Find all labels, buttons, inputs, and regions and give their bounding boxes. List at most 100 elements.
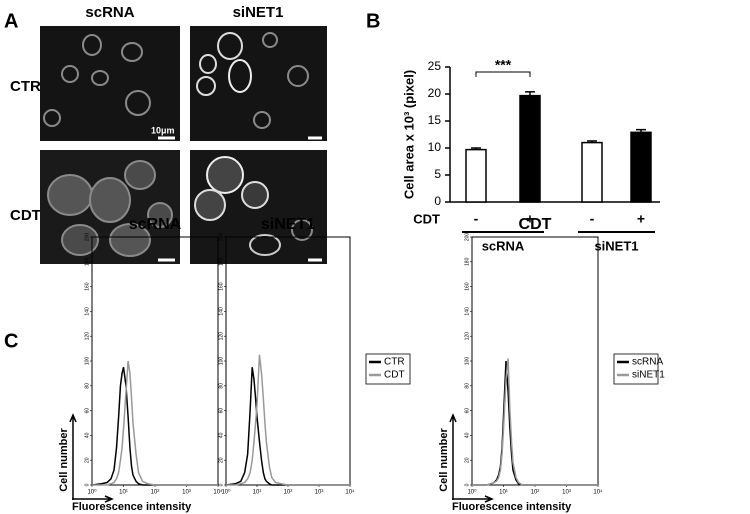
x-axis-label: CDT bbox=[413, 211, 440, 226]
x-tick-label: 10¹ bbox=[499, 490, 508, 496]
y-tick-label: 0 bbox=[84, 483, 90, 486]
panel-label: B bbox=[366, 10, 380, 32]
significance-bracket bbox=[475, 71, 531, 77]
x-tick-label: + bbox=[526, 211, 534, 227]
y-tick-label: 10 bbox=[428, 140, 442, 154]
plot-frame bbox=[471, 236, 599, 486]
y-tick-label: 160 bbox=[218, 282, 224, 291]
histogram-line bbox=[225, 367, 350, 486]
y-axis-label: Cell area x 10³ (pixel) bbox=[401, 70, 416, 199]
x-tick-label: 10² bbox=[531, 490, 540, 496]
y-axis-arrow bbox=[69, 413, 77, 500]
group-label: scRNA bbox=[482, 238, 525, 253]
scale-bar-label: 10μm bbox=[151, 125, 175, 135]
histogram-line bbox=[91, 367, 218, 486]
legend-box bbox=[365, 353, 411, 385]
y-tick-label: 200 bbox=[84, 233, 90, 242]
y-tick-label: 120 bbox=[84, 332, 90, 341]
x-tick-label: 10³ bbox=[182, 490, 191, 496]
y-tick-label: 40 bbox=[464, 432, 470, 438]
x-tick-label: 10¹ bbox=[119, 490, 128, 496]
legend-label: CDT bbox=[384, 370, 405, 381]
y-tick-label: 15 bbox=[428, 113, 442, 127]
x-tick-label: 10³ bbox=[562, 490, 571, 496]
x-tick-label: - bbox=[590, 211, 595, 227]
y-tick-label: 80 bbox=[464, 383, 470, 389]
y-tick-label: 20 bbox=[464, 457, 470, 463]
histogram-line bbox=[92, 360, 218, 486]
y-tick-label: 20 bbox=[84, 457, 90, 463]
chart-title: CDT bbox=[519, 216, 552, 233]
image bbox=[190, 26, 327, 141]
x-tick-label: 10⁰ bbox=[221, 489, 231, 496]
y-tick-label: 40 bbox=[218, 432, 224, 438]
y-tick-label: 60 bbox=[84, 408, 90, 414]
significance-label: *** bbox=[495, 57, 512, 73]
y-tick-label: 100 bbox=[84, 357, 90, 366]
y-tick-label: 200 bbox=[218, 233, 224, 242]
x-axis-arrow bbox=[452, 495, 494, 503]
y-tick-label: 80 bbox=[84, 383, 90, 389]
x-tick-label: 10⁴ bbox=[345, 489, 355, 496]
y-tick-label: 160 bbox=[84, 282, 90, 291]
y-tick-label: 40 bbox=[84, 432, 90, 438]
chart-title: scRNA bbox=[129, 216, 182, 233]
x-axis-label: Fluorescence intensity bbox=[72, 501, 192, 513]
y-tick-label: 100 bbox=[464, 357, 470, 366]
legend-box bbox=[613, 353, 659, 385]
y-tick-label: 180 bbox=[464, 257, 470, 266]
panel-label: A bbox=[4, 10, 18, 32]
y-tick-label: 0 bbox=[434, 194, 441, 208]
plot-frame bbox=[225, 236, 351, 486]
x-tick-label: 10⁰ bbox=[467, 489, 477, 496]
x-tick-label: 10⁴ bbox=[593, 489, 603, 496]
x-tick-label: - bbox=[474, 211, 479, 227]
column-label: scRNA bbox=[85, 4, 134, 21]
y-tick-label: 140 bbox=[84, 307, 90, 316]
y-tick-label: 140 bbox=[464, 307, 470, 316]
x-axis-label: Fluorescence intensity bbox=[452, 501, 572, 513]
y-axis-label: Cell number bbox=[58, 428, 70, 492]
x-axis-arrow bbox=[72, 495, 114, 503]
y-tick-label: 180 bbox=[84, 257, 90, 266]
x-tick-label: 10² bbox=[151, 490, 160, 496]
y-tick-label: 160 bbox=[464, 282, 470, 291]
y-tick-label: 80 bbox=[218, 383, 224, 389]
row-label: CTR bbox=[10, 78, 41, 95]
y-axis-arrow bbox=[449, 413, 457, 500]
group-label: siNET1 bbox=[594, 238, 638, 253]
histogram-line bbox=[226, 354, 350, 486]
x-tick-label: 10³ bbox=[315, 490, 324, 496]
chart-title: siNET1 bbox=[261, 216, 315, 233]
y-tick-label: 200 bbox=[464, 233, 470, 242]
row-label: CDT bbox=[10, 207, 41, 224]
x-tick-label: 10⁴ bbox=[213, 489, 223, 496]
y-tick-label: 0 bbox=[464, 483, 470, 486]
y-tick-label: 140 bbox=[218, 307, 224, 316]
y-tick-label: 120 bbox=[218, 332, 224, 341]
plot-frame bbox=[91, 236, 219, 486]
x-tick-label: 10² bbox=[284, 490, 293, 496]
y-tick-label: 0 bbox=[218, 483, 224, 486]
x-tick-label: 10⁰ bbox=[87, 489, 97, 496]
y-tick-label: 20 bbox=[428, 86, 442, 100]
bar bbox=[630, 131, 652, 203]
column-label: siNET1 bbox=[233, 4, 284, 21]
micrographs bbox=[40, 26, 327, 264]
histogram-line bbox=[472, 360, 598, 486]
y-tick-label: 180 bbox=[218, 257, 224, 266]
legend-label: CTR bbox=[384, 357, 405, 368]
y-tick-label: 20 bbox=[218, 457, 224, 463]
histogram-line bbox=[472, 358, 598, 486]
bar bbox=[519, 94, 541, 203]
y-tick-label: 5 bbox=[434, 167, 441, 181]
legend-label: scRNA bbox=[632, 357, 663, 368]
bar bbox=[465, 148, 487, 203]
y-tick-label: 120 bbox=[464, 332, 470, 341]
y-tick-label: 60 bbox=[218, 408, 224, 414]
y-axis-label: Cell number bbox=[438, 428, 450, 492]
y-tick-label: 60 bbox=[464, 408, 470, 414]
panel-label: C bbox=[4, 330, 18, 352]
bar bbox=[581, 141, 603, 203]
